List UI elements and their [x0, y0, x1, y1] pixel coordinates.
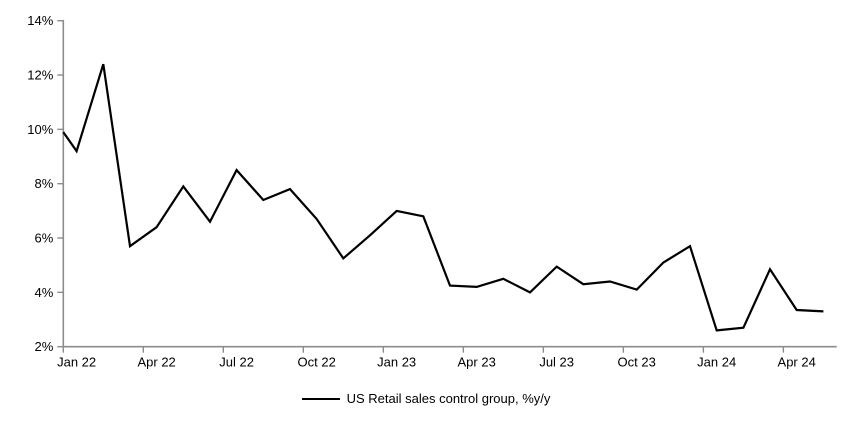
- x-axis-tick-label: Jul 23: [539, 355, 574, 370]
- legend-line-sample: [301, 397, 340, 400]
- x-axis-tick-label: Oct 22: [298, 355, 336, 370]
- legend-label: US Retail sales control group, %y/y: [346, 391, 551, 406]
- y-axis-tick-label: 4%: [35, 285, 54, 300]
- y-axis-tick-label: 6%: [35, 231, 54, 246]
- y-axis-tick-label: 12%: [27, 68, 53, 83]
- x-axis-tick-label: Jan 24: [697, 355, 736, 370]
- series-line-retail-control-group: [62, 63, 824, 332]
- x-axis-tick-label: Apr 24: [778, 355, 816, 370]
- y-axis-tick-label: 14%: [27, 13, 53, 28]
- x-axis-tick-label: Apr 23: [458, 355, 496, 370]
- legend: US Retail sales control group, %y/y: [0, 391, 852, 406]
- x-axis-tick-label: Jan 23: [377, 355, 416, 370]
- x-axis-tick-label: Jul 22: [219, 355, 254, 370]
- x-axis-tick-label: Apr 22: [137, 355, 175, 370]
- y-axis-tick-label: 8%: [35, 176, 54, 191]
- y-axis-tick-label: 10%: [27, 122, 53, 137]
- x-axis-tick-label: Jan 22: [57, 355, 96, 370]
- y-axis-tick-label: 2%: [35, 339, 54, 354]
- x-axis-tick-label: Oct 23: [618, 355, 656, 370]
